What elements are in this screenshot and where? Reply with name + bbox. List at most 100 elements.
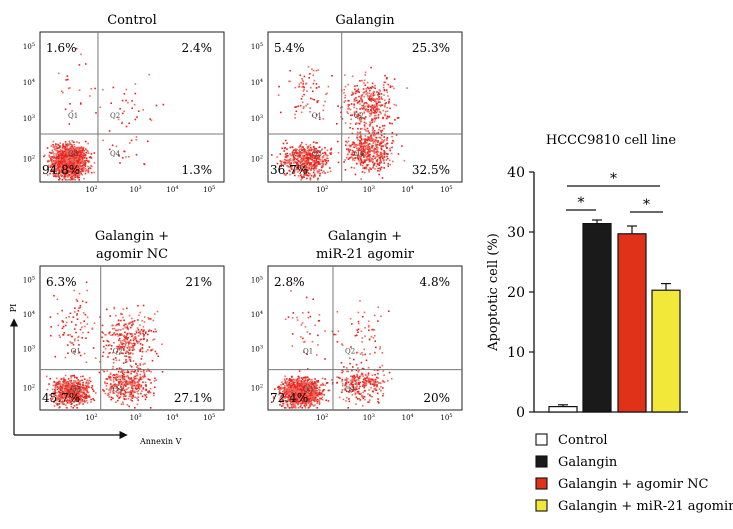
y-tick-label: 30 bbox=[507, 225, 525, 241]
panel-title: Galangin + bbox=[328, 229, 402, 244]
x-tick-label: 105 bbox=[203, 413, 215, 422]
panel-title: Galangin bbox=[335, 13, 395, 28]
legend-swatch bbox=[536, 456, 547, 467]
x-tick-label: 103 bbox=[363, 413, 375, 422]
x-tick-label: 102 bbox=[316, 413, 328, 422]
y-tick-label: 105 bbox=[251, 275, 263, 284]
x-tick-label: 104 bbox=[166, 413, 178, 422]
pct-upper-left: 5.4% bbox=[274, 41, 305, 55]
y-tick-label: 104 bbox=[251, 78, 263, 87]
significance-label: * bbox=[578, 195, 585, 211]
bar bbox=[652, 290, 680, 412]
pct-upper-left: 2.8% bbox=[274, 275, 305, 289]
panel-title: agomir NC bbox=[96, 247, 168, 262]
quadrant-label-q4: Q4 bbox=[113, 386, 124, 394]
x-tick-label: 103 bbox=[363, 185, 375, 194]
annexin-axis-label: Annexin V bbox=[139, 437, 182, 446]
bar bbox=[583, 224, 611, 412]
pct-lower-right: 27.1% bbox=[174, 391, 212, 405]
quadrant-label-q2: Q2 bbox=[113, 348, 123, 356]
quadrant-label-q4: Q4 bbox=[354, 150, 365, 158]
y-tick-label: 103 bbox=[23, 345, 35, 354]
pi-axis-label: PI bbox=[9, 304, 18, 313]
x-tick-label: 102 bbox=[316, 185, 328, 194]
y-tick-label: 103 bbox=[251, 114, 263, 123]
flow-panel: Galangin Q1 Q2 Q3 Q4 5.4% 25.3% 36.7% 32.5% 102 10… bbox=[251, 13, 462, 194]
chart-title: HCCC9810 cell line bbox=[546, 133, 677, 148]
pct-upper-right: 4.8% bbox=[420, 275, 451, 289]
panel-title: Control bbox=[107, 13, 157, 28]
quadrant-label-q4: Q4 bbox=[345, 386, 356, 394]
pct-upper-right: 25.3% bbox=[412, 41, 450, 55]
y-tick-label: 105 bbox=[251, 42, 263, 51]
x-tick-label: 102 bbox=[85, 413, 97, 422]
bar bbox=[549, 407, 577, 412]
quadrant-label-q1: Q1 bbox=[303, 348, 313, 356]
y-tick-label: 102 bbox=[251, 383, 263, 392]
legend-label: Galangin + miR-21 agomir bbox=[558, 499, 733, 514]
legend-swatch bbox=[536, 434, 547, 445]
flow-cytometry-panels: Control Q1 Q2 Q3 Q4 1.6% 2.4% 94.8% 1.3% 102 102 10… bbox=[9, 13, 462, 446]
quadrant-label-q2: Q2 bbox=[345, 348, 355, 356]
x-tick-label: 105 bbox=[440, 413, 452, 422]
y-tick-label: 104 bbox=[251, 310, 263, 319]
y-tick-label: 103 bbox=[251, 345, 263, 354]
x-tick-label: 105 bbox=[440, 185, 452, 194]
quadrant-label-q1: Q1 bbox=[68, 112, 78, 120]
pct-lower-right: 20% bbox=[423, 391, 450, 405]
quadrant-label-q3: Q3 bbox=[68, 150, 78, 158]
legend-label: Galangin bbox=[558, 455, 618, 470]
pct-lower-left: 94.8% bbox=[42, 163, 80, 177]
y-tick-label: 102 bbox=[23, 155, 35, 164]
quadrant-label-q1: Q1 bbox=[71, 348, 81, 356]
x-tick-label: 103 bbox=[130, 413, 142, 422]
significance-label: * bbox=[643, 197, 650, 213]
significance-label: * bbox=[610, 171, 617, 187]
legend-swatch bbox=[536, 478, 547, 489]
y-tick-label: 104 bbox=[23, 310, 35, 319]
legend: Control Galangin Galangin + agomir NC Galan… bbox=[536, 433, 733, 514]
y-tick-label: 40 bbox=[507, 165, 525, 181]
pct-lower-left: 36.7% bbox=[270, 163, 308, 177]
x-tick-label: 105 bbox=[203, 185, 215, 194]
quadrant-label-q3: Q3 bbox=[312, 150, 322, 158]
legend-label: Control bbox=[558, 433, 608, 448]
legend-swatch bbox=[536, 500, 547, 511]
bar-chart: HCCC9810 cell line 0 10 20 30 40 Apoptotic cel… bbox=[486, 133, 688, 421]
quadrant-label-q1: Q1 bbox=[312, 112, 322, 120]
panel-title: miR-21 agomir bbox=[316, 247, 415, 262]
quadrant-label-q4: Q4 bbox=[110, 150, 121, 158]
pct-lower-right: 1.3% bbox=[182, 163, 213, 177]
quadrant-label-q2: Q2 bbox=[354, 112, 364, 120]
y-tick-label: 104 bbox=[23, 78, 35, 87]
x-tick-label: 104 bbox=[402, 185, 414, 194]
y-axis-label: Apoptotic cell (%) bbox=[486, 233, 501, 352]
flow-panel: Control Q1 Q2 Q3 Q4 1.6% 2.4% 94.8% 1.3% 102 102 10… bbox=[23, 13, 224, 194]
y-tick-label: 103 bbox=[23, 114, 35, 123]
x-tick-label: 104 bbox=[402, 413, 414, 422]
y-tick-label: 0 bbox=[516, 405, 525, 421]
pct-upper-left: 6.3% bbox=[46, 275, 77, 289]
legend-label: Galangin + agomir NC bbox=[558, 477, 709, 492]
pct-lower-left: 45.7% bbox=[42, 391, 80, 405]
y-tick-label: 105 bbox=[23, 42, 35, 51]
pct-upper-right: 21% bbox=[185, 275, 212, 289]
pct-lower-left: 72.4% bbox=[270, 391, 308, 405]
x-tick-label: 103 bbox=[130, 185, 142, 194]
x-tick-label: 102 bbox=[85, 185, 97, 194]
x-tick-label: 104 bbox=[166, 185, 178, 194]
pct-upper-right: 2.4% bbox=[182, 41, 213, 55]
bar bbox=[618, 234, 646, 412]
y-tick-label: 105 bbox=[23, 275, 35, 284]
pct-lower-right: 32.5% bbox=[412, 163, 450, 177]
y-tick-label: 102 bbox=[251, 155, 263, 164]
panel-title: Galangin + bbox=[95, 229, 169, 244]
pct-upper-left: 1.6% bbox=[46, 41, 77, 55]
y-tick-label: 102 bbox=[23, 383, 35, 392]
y-tick-label: 20 bbox=[507, 285, 525, 301]
quadrant-label-q2: Q2 bbox=[110, 112, 120, 120]
y-tick-label: 10 bbox=[507, 345, 525, 361]
